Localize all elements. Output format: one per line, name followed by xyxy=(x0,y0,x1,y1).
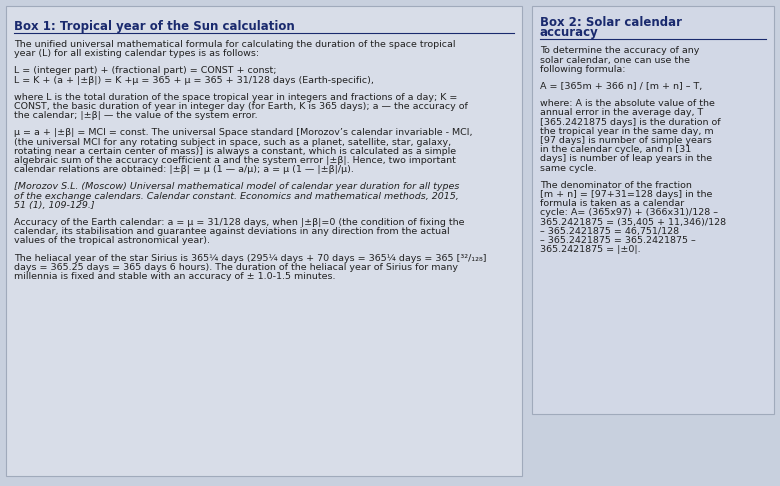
Text: solar calendar, one can use the: solar calendar, one can use the xyxy=(540,55,690,65)
Text: following formula:: following formula: xyxy=(540,65,626,74)
Bar xyxy=(532,6,774,414)
Text: days] is number of leap years in the: days] is number of leap years in the xyxy=(540,155,712,163)
Text: same cycle.: same cycle. xyxy=(540,164,597,173)
Text: values of the tropical astronomical year).: values of the tropical astronomical year… xyxy=(14,236,210,245)
Text: To determine the accuracy of any: To determine the accuracy of any xyxy=(540,46,700,55)
Text: year (L) for all existing calendar types is as follows:: year (L) for all existing calendar types… xyxy=(14,49,259,58)
Text: – 365.2421875 = 365.2421875 –: – 365.2421875 = 365.2421875 – xyxy=(540,236,696,245)
Text: days = 365.25 days = 365 days 6 hours). The duration of the heliacal year of Sir: days = 365.25 days = 365 days 6 hours). … xyxy=(14,263,458,272)
Text: Accuracy of the Earth calendar: a = μ = 31/128 days, when |±β|=0 (the condition : Accuracy of the Earth calendar: a = μ = … xyxy=(14,218,465,227)
Text: accuracy: accuracy xyxy=(540,26,599,39)
Text: L = (integer part) + (fractional part) = CONST + const;: L = (integer part) + (fractional part) =… xyxy=(14,67,276,75)
Text: The heliacal year of the star Sirius is 365¼ days (295¼ days + 70 days = 365¼ da: The heliacal year of the star Sirius is … xyxy=(14,254,487,262)
Text: the calendar; |±β| — the value of the system error.: the calendar; |±β| — the value of the sy… xyxy=(14,111,257,120)
Text: L = K + (a + |±β|) = K +μ = 365 + μ = 365 + 31/128 days (Earth-specific),: L = K + (a + |±β|) = K +μ = 365 + μ = 36… xyxy=(14,76,374,85)
Text: calendar, its stabilisation and guarantee against deviations in any direction fr: calendar, its stabilisation and guarante… xyxy=(14,227,449,236)
Text: where L is the total duration of the space tropical year in integers and fractio: where L is the total duration of the spa… xyxy=(14,93,457,102)
Text: μ = a + |±β| = MCI = const. The universal Space standard [Morozov’s calendar inv: μ = a + |±β| = MCI = const. The universa… xyxy=(14,128,473,138)
Text: [Morozov S.L. (Moscow) Universal mathematical model of calendar year duration fo: [Morozov S.L. (Moscow) Universal mathema… xyxy=(14,182,459,191)
Text: (the universal MCI for any rotating subject in space, such as a planet, satellit: (the universal MCI for any rotating subj… xyxy=(14,138,451,147)
Text: 51 (1), 109-129.]: 51 (1), 109-129.] xyxy=(14,201,94,210)
Text: 365.2421875 = (35,405 + 11,346)/128: 365.2421875 = (35,405 + 11,346)/128 xyxy=(540,218,726,226)
Bar xyxy=(6,6,522,476)
Text: millennia is fixed and stable with an accuracy of ± 1.0-1.5 minutes.: millennia is fixed and stable with an ac… xyxy=(14,272,335,281)
Text: – 365.2421875 = 46,751/128: – 365.2421875 = 46,751/128 xyxy=(540,227,679,236)
Text: of the exchange calendars. Calendar constant. Economics and mathematical methods: of the exchange calendars. Calendar cons… xyxy=(14,191,459,201)
Text: [m + n] = [97+31=128 days] in the: [m + n] = [97+31=128 days] in the xyxy=(540,190,712,199)
Text: The denominator of the fraction: The denominator of the fraction xyxy=(540,181,692,190)
Text: rotating near a certain center of mass)] is always a constant, which is calculat: rotating near a certain center of mass)]… xyxy=(14,147,456,156)
Text: where: A is the absolute value of the: where: A is the absolute value of the xyxy=(540,99,715,108)
Text: in the calendar cycle, and n [31: in the calendar cycle, and n [31 xyxy=(540,145,691,154)
Text: CONST, the basic duration of year in integer day (for Earth, K is 365 days); a —: CONST, the basic duration of year in int… xyxy=(14,102,468,111)
Text: [365.2421875 days] is the duration of: [365.2421875 days] is the duration of xyxy=(540,118,721,126)
Text: annual error in the average day, T: annual error in the average day, T xyxy=(540,108,704,118)
Text: the tropical year in the same day, m: the tropical year in the same day, m xyxy=(540,127,714,136)
Text: formula is taken as a calendar: formula is taken as a calendar xyxy=(540,199,684,208)
Text: A = [365m + 366 n] / [m + n] – T,: A = [365m + 366 n] / [m + n] – T, xyxy=(540,82,702,91)
Text: The unified universal mathematical formula for calculating the duration of the s: The unified universal mathematical formu… xyxy=(14,40,456,49)
Text: Box 2: Solar calendar: Box 2: Solar calendar xyxy=(540,16,682,29)
Text: [97 days] is number of simple years: [97 days] is number of simple years xyxy=(540,136,711,145)
Text: calendar relations are obtained: |±β| = μ (1 — a/μ); a = μ (1 — |±β|/μ).: calendar relations are obtained: |±β| = … xyxy=(14,165,354,174)
Text: 365.2421875 = |±0|.: 365.2421875 = |±0|. xyxy=(540,245,640,254)
Text: Box 1: Tropical year of the Sun calculation: Box 1: Tropical year of the Sun calculat… xyxy=(14,20,295,33)
Text: algebraic sum of the accuracy coefficient a and the system error |±β|. Hence, tw: algebraic sum of the accuracy coefficien… xyxy=(14,156,456,165)
Text: cycle: A= (365x97) + (366x31)/128 –: cycle: A= (365x97) + (366x31)/128 – xyxy=(540,208,718,217)
